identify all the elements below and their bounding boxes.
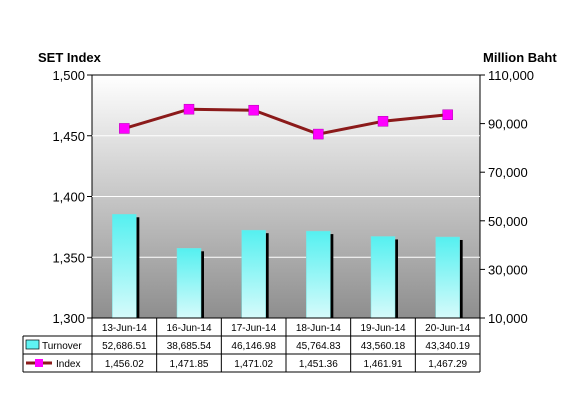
index-marker xyxy=(248,104,259,116)
turnover-value: 38,685.54 xyxy=(167,341,212,352)
index-value: 1,451.36 xyxy=(299,359,338,370)
gridlines xyxy=(92,135,480,258)
right-tick-label: 50,000 xyxy=(488,214,528,229)
index-value: 1,471.85 xyxy=(170,359,209,370)
turnover-value: 43,560.18 xyxy=(361,341,406,352)
index-value: 1,456.02 xyxy=(105,359,144,370)
index-line xyxy=(119,103,453,140)
right-tick-label: 10,000 xyxy=(488,311,528,326)
index-value: 1,471.02 xyxy=(234,359,273,370)
turnover-value: 46,146.98 xyxy=(231,341,276,352)
category-label: 13-Jun-14 xyxy=(102,323,147,334)
turnover-bar xyxy=(435,236,460,319)
category-label: 19-Jun-14 xyxy=(360,323,405,334)
left-tick-label: 1,500 xyxy=(52,68,85,83)
turnover-bar xyxy=(306,230,331,319)
right-axis: 10,000 30,000 50,000 70,000 90,000 110,000 xyxy=(480,68,534,326)
right-tick-label: 90,000 xyxy=(488,117,528,132)
index-value: 1,467.29 xyxy=(428,359,467,370)
left-tick-label: 1,400 xyxy=(52,190,85,205)
turnover-bar xyxy=(370,236,396,319)
left-tick-label: 1,450 xyxy=(52,129,85,144)
legend-turnover-label: Turnover xyxy=(42,341,82,352)
index-marker xyxy=(377,116,389,127)
category-label: 17-Jun-14 xyxy=(231,323,276,334)
right-tick-label: 110,000 xyxy=(488,68,534,83)
legend-turnover-swatch xyxy=(25,339,40,350)
index-value: 1,461.91 xyxy=(364,359,403,370)
right-tick-label: 30,000 xyxy=(488,262,528,277)
left-axis-title: SET Index xyxy=(38,50,102,65)
index-marker xyxy=(183,103,195,115)
turnover-bars xyxy=(112,214,463,319)
index-marker xyxy=(313,128,324,140)
right-tick-label: 70,000 xyxy=(488,165,528,180)
turnover-bar xyxy=(112,214,137,319)
right-axis-title: Million Baht xyxy=(483,50,557,65)
legend-index-label: Index xyxy=(56,359,80,370)
turnover-value: 45,764.83 xyxy=(296,341,341,352)
legend-index-marker xyxy=(35,359,43,367)
index-marker xyxy=(119,123,130,134)
index-line-path xyxy=(123,107,448,136)
turnover-bar xyxy=(241,229,266,319)
turnover-value: 52,686.51 xyxy=(102,341,147,352)
index-marker xyxy=(442,109,453,120)
left-axis: 1,300 1,350 1,400 1,450 1,500 xyxy=(52,68,92,326)
turnover-bar xyxy=(176,248,202,319)
category-label: 20-Jun-14 xyxy=(425,323,470,334)
turnover-value: 43,340.19 xyxy=(425,341,470,352)
data-table: 13-Jun-14 16-Jun-14 17-Jun-14 18-Jun-14 19-J… xyxy=(22,317,481,373)
category-label: 18-Jun-14 xyxy=(296,323,341,334)
left-tick-label: 1,300 xyxy=(52,311,85,326)
category-label: 16-Jun-14 xyxy=(166,323,211,334)
left-tick-label: 1,350 xyxy=(52,250,85,265)
